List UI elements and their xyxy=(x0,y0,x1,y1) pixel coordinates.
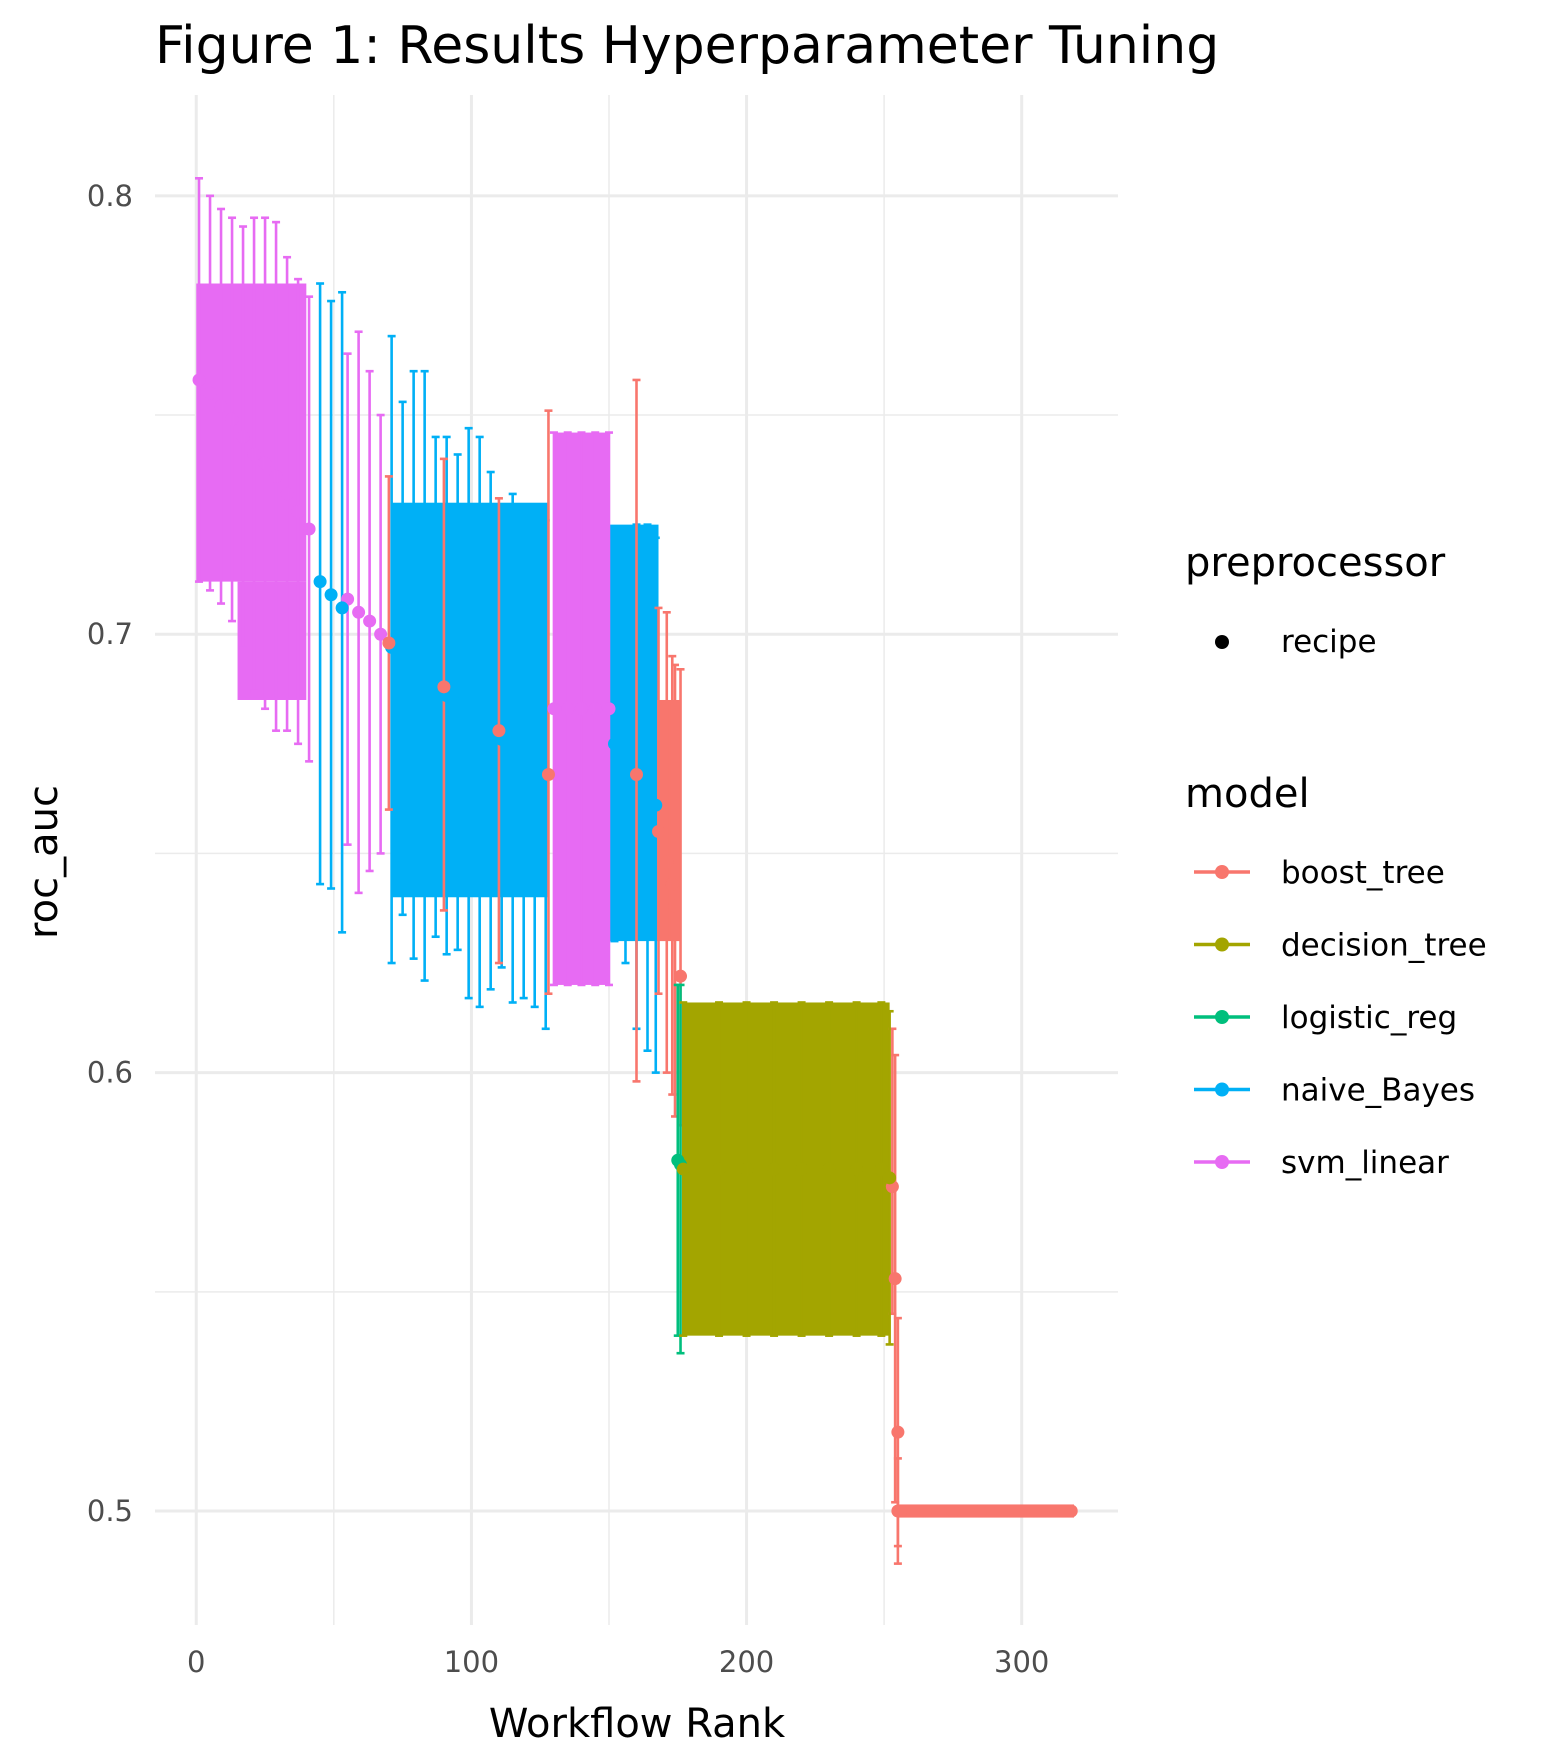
point-boost_tree xyxy=(492,724,506,738)
point-boost_tree xyxy=(1028,1504,1042,1518)
point-svm_linear xyxy=(192,373,206,387)
point-naive_Bayes xyxy=(506,741,520,755)
point-boost_tree xyxy=(665,877,679,891)
y-tick-label: 0.7 xyxy=(87,617,133,651)
point-svm_linear xyxy=(602,702,616,716)
point-svm_linear xyxy=(588,702,602,716)
point-decision_tree xyxy=(850,1162,864,1176)
point-naive_Bayes xyxy=(407,662,421,676)
point-naive_Bayes xyxy=(473,715,487,729)
legend-label-decision_tree: decision_tree xyxy=(1281,928,1487,964)
point-boost_tree xyxy=(437,680,451,694)
point-boost_tree xyxy=(674,969,688,983)
point-boost_tree xyxy=(660,855,674,869)
point-decision_tree xyxy=(874,1162,888,1176)
x-tick-label: 0 xyxy=(187,1645,205,1679)
y-tick-label: 0.5 xyxy=(87,1494,133,1528)
legend-label-boost_tree: boost_tree xyxy=(1281,855,1445,891)
point-svm_linear xyxy=(574,702,588,716)
point-svm_linear xyxy=(269,469,283,483)
point-decision_tree xyxy=(795,1162,809,1176)
point-boost_tree xyxy=(630,768,643,782)
point-naive_Bayes xyxy=(335,601,349,615)
legend-color-title: model xyxy=(1185,771,1310,817)
point-naive_Bayes xyxy=(528,759,542,773)
point-svm_linear xyxy=(374,627,388,641)
point-decision_tree xyxy=(740,1162,754,1176)
chart-title: Figure 1: Results Hyperparameter Tuning xyxy=(155,16,1219,76)
point-svm_linear xyxy=(352,605,366,619)
point-naive_Bayes xyxy=(607,737,621,751)
point-svm_linear xyxy=(547,702,561,716)
point-boost_tree xyxy=(541,768,555,782)
point-boost_tree xyxy=(973,1504,987,1518)
point-decision_tree xyxy=(676,1162,690,1176)
legend-color-entries: boost_tree decision_tree logistic_regnaive… xyxy=(1194,855,1487,1181)
legend-key-dot-icon xyxy=(1215,1010,1229,1024)
point-svm_linear xyxy=(203,386,217,400)
legend-label-naive_Bayes: naive_Bayes xyxy=(1281,1073,1475,1109)
legend-key-dot-icon xyxy=(1215,865,1229,879)
x-tick-label: 300 xyxy=(994,1645,1049,1679)
data-points xyxy=(192,373,1078,1518)
legend-key-dot-icon xyxy=(1215,1155,1229,1169)
error-band-naive_Bayes xyxy=(608,524,659,942)
point-naive_Bayes xyxy=(418,671,432,685)
point-decision_tree xyxy=(767,1162,781,1176)
point-boost_tree xyxy=(668,899,682,913)
x-axis-ticks: 0 100 200 300 xyxy=(187,1645,1049,1679)
point-decision_tree xyxy=(883,1171,897,1185)
y-tick-label: 0.8 xyxy=(87,179,133,213)
y-tick-label: 0.6 xyxy=(87,1056,133,1090)
point-svm_linear xyxy=(280,487,294,501)
y-axis-ticks: 0.5 0.6 0.7 0.8 xyxy=(87,179,133,1528)
point-boost_tree xyxy=(891,1425,905,1439)
point-svm_linear xyxy=(363,614,377,628)
point-naive_Bayes xyxy=(641,781,655,795)
point-naive_Bayes xyxy=(618,750,632,764)
point-boost_tree xyxy=(382,636,396,650)
point-boost_tree xyxy=(888,1272,902,1286)
point-svm_linear xyxy=(561,702,575,716)
point-svm_linear xyxy=(258,456,272,470)
point-boost_tree xyxy=(1064,1504,1078,1518)
error-band-naive_Bayes xyxy=(391,502,549,898)
point-svm_linear xyxy=(302,522,316,536)
point-svm_linear xyxy=(214,399,228,413)
point-boost_tree xyxy=(1001,1504,1015,1518)
point-decision_tree xyxy=(822,1162,836,1176)
legend-key-dot-icon xyxy=(1215,937,1229,952)
legend: preprocessor recipe model boost_treedeci… xyxy=(1185,540,1487,1181)
point-svm_linear xyxy=(236,430,250,444)
legend-label-logistic_reg: logistic_reg xyxy=(1281,1000,1457,1036)
point-boost_tree xyxy=(894,1504,908,1518)
point-boost_tree xyxy=(946,1504,960,1518)
legend-key-dot-icon xyxy=(1215,1082,1229,1097)
point-naive_Bayes xyxy=(462,706,476,720)
legend-label-svm_linear: svm_linear xyxy=(1281,1145,1449,1181)
error-band-svm_linear xyxy=(237,581,307,700)
point-naive_Bayes xyxy=(313,575,327,589)
legend-shape-title: preprocessor xyxy=(1185,540,1446,586)
legend-recipe-label: recipe xyxy=(1281,624,1377,660)
point-boost_tree xyxy=(918,1504,932,1518)
point-naive_Bayes xyxy=(324,588,338,602)
point-naive_Bayes xyxy=(649,798,663,812)
point-naive_Bayes xyxy=(517,750,531,764)
point-svm_linear xyxy=(225,412,239,426)
point-naive_Bayes xyxy=(451,697,465,711)
error-band-svm_linear xyxy=(196,283,307,582)
x-axis-title: Workflow Rank xyxy=(489,1701,786,1747)
y-axis-title: roc_auc xyxy=(21,785,67,939)
point-naive_Bayes xyxy=(396,654,410,668)
x-tick-label: 200 xyxy=(719,1645,774,1679)
point-svm_linear xyxy=(247,447,261,461)
x-tick-label: 100 xyxy=(444,1645,499,1679)
point-boost_tree xyxy=(652,825,666,839)
point-decision_tree xyxy=(712,1162,726,1176)
point-svm_linear xyxy=(291,504,305,518)
legend-recipe-dot-icon xyxy=(1215,635,1229,649)
